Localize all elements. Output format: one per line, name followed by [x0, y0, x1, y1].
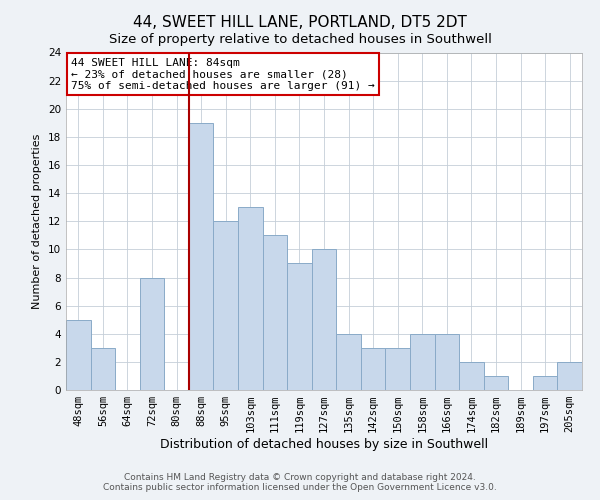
Bar [459, 362, 484, 390]
Bar [434, 334, 459, 390]
Bar [91, 348, 115, 390]
Text: Contains HM Land Registry data © Crown copyright and database right 2024.
Contai: Contains HM Land Registry data © Crown c… [103, 473, 497, 492]
X-axis label: Distribution of detached houses by size in Southwell: Distribution of detached houses by size … [160, 438, 488, 451]
Bar [361, 348, 385, 390]
Bar [287, 264, 312, 390]
Text: 44 SWEET HILL LANE: 84sqm
← 23% of detached houses are smaller (28)
75% of semi-: 44 SWEET HILL LANE: 84sqm ← 23% of detac… [71, 58, 375, 91]
Bar [140, 278, 164, 390]
Bar [533, 376, 557, 390]
Text: Size of property relative to detached houses in Southwell: Size of property relative to detached ho… [109, 32, 491, 46]
Bar [189, 123, 214, 390]
Y-axis label: Number of detached properties: Number of detached properties [32, 134, 43, 309]
Bar [238, 207, 263, 390]
Bar [557, 362, 582, 390]
Bar [385, 348, 410, 390]
Bar [263, 236, 287, 390]
Bar [484, 376, 508, 390]
Bar [410, 334, 434, 390]
Bar [66, 320, 91, 390]
Bar [336, 334, 361, 390]
Bar [312, 250, 336, 390]
Bar [214, 221, 238, 390]
Text: 44, SWEET HILL LANE, PORTLAND, DT5 2DT: 44, SWEET HILL LANE, PORTLAND, DT5 2DT [133, 15, 467, 30]
